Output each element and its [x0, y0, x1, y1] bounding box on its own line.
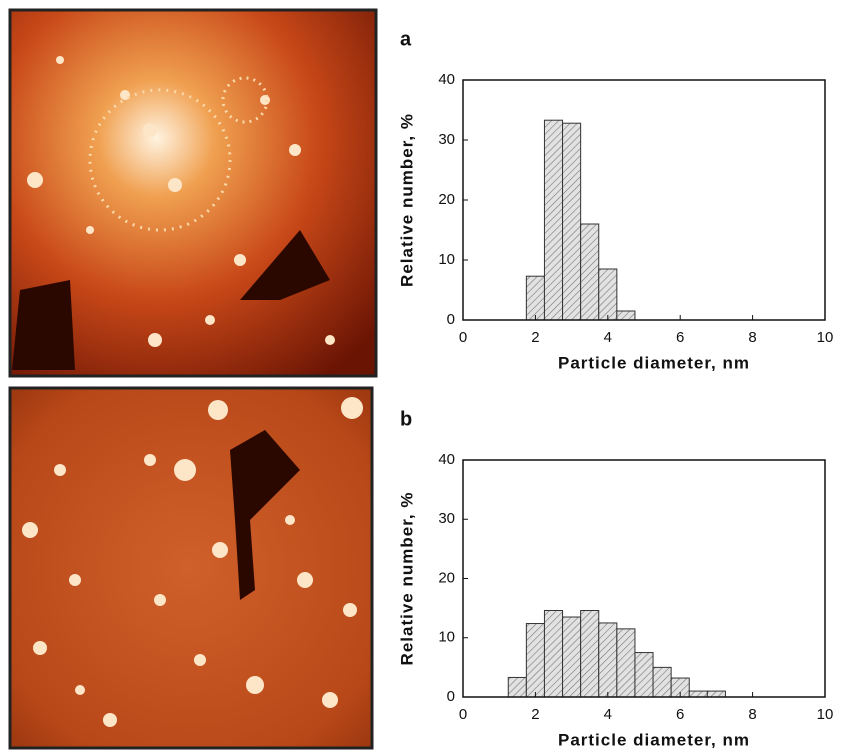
x-axis-label: Particle diameter, nm — [558, 730, 750, 749]
bar — [598, 622, 618, 698]
x-tick-label: 2 — [531, 706, 539, 723]
y-tick-label: 0 — [447, 311, 455, 328]
bar — [616, 628, 636, 698]
plot-frame — [462, 79, 826, 321]
y-tick-label: 20 — [438, 569, 455, 586]
bar — [688, 690, 708, 698]
bar — [543, 119, 564, 321]
y-axis-label: Relative number, % — [397, 113, 416, 287]
x-tick-label: 4 — [604, 329, 612, 346]
y-tick-label: 0 — [447, 688, 455, 705]
bar — [706, 690, 726, 698]
y-tick-label: 40 — [438, 451, 455, 468]
x-tick-label: 10 — [817, 329, 834, 346]
bar — [652, 666, 672, 698]
x-tick-label: 2 — [531, 329, 539, 346]
y-tick-label: 20 — [438, 191, 455, 208]
bar — [580, 223, 600, 321]
y-tick-label: 10 — [438, 251, 455, 268]
bar — [598, 268, 618, 321]
bar — [525, 623, 545, 698]
bar — [525, 275, 545, 321]
panel-label: b — [400, 408, 412, 430]
bar — [507, 676, 527, 698]
x-tick-label: 4 — [604, 706, 612, 723]
bar — [580, 609, 600, 698]
y-axis-label: Relative number, % — [397, 492, 416, 666]
bar — [562, 616, 582, 698]
y-tick-label: 40 — [438, 71, 455, 88]
x-tick-label: 10 — [817, 706, 834, 723]
x-tick-label: 6 — [676, 706, 684, 723]
bar — [634, 652, 654, 698]
stm-image-a — [8, 8, 378, 378]
y-tick-label: 30 — [438, 131, 455, 148]
bar — [616, 310, 636, 321]
y-tick-label: 10 — [438, 629, 455, 646]
x-tick-label: 8 — [748, 706, 756, 723]
panel-label: a — [400, 28, 412, 50]
y-tick-label: 30 — [438, 510, 455, 527]
x-tick-label: 8 — [748, 329, 756, 346]
stm-image-b — [8, 386, 374, 750]
x-axis-label: Particle diameter, nm — [558, 353, 750, 372]
x-tick-label: 0 — [459, 706, 467, 723]
x-tick-label: 6 — [676, 329, 684, 346]
bar — [543, 609, 564, 698]
x-tick-label: 0 — [459, 329, 467, 346]
bar — [562, 122, 582, 321]
